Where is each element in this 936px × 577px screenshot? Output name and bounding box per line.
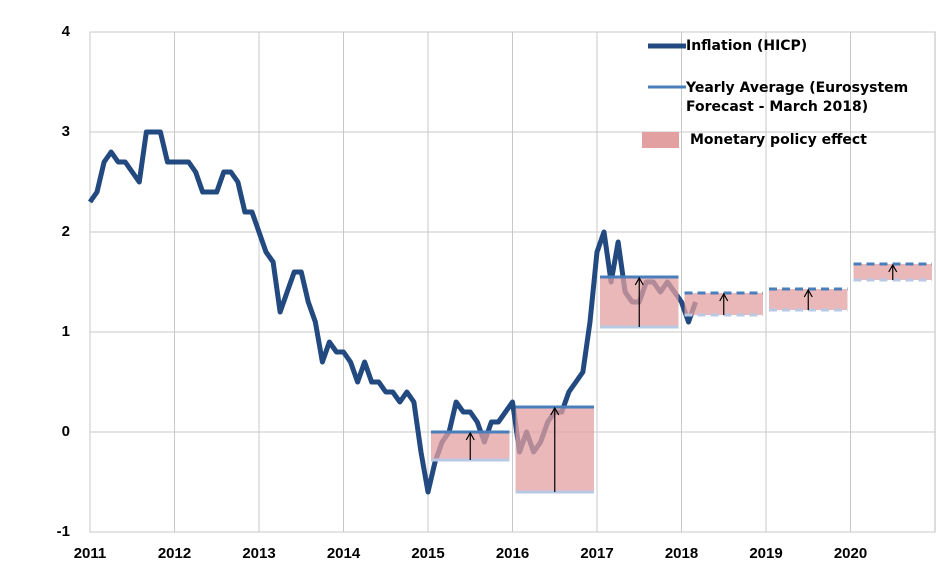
x-tick-label: 2017	[580, 545, 613, 562]
x-tick-label: 2011	[74, 545, 107, 562]
arrow-head	[803, 288, 813, 298]
legend-swatch	[642, 132, 679, 148]
y-tick-label: 2	[62, 223, 70, 240]
arrow-head	[888, 263, 898, 273]
x-tick-label: 2020	[834, 545, 867, 562]
legend-label: Inflation (HICP)	[686, 38, 808, 54]
arrow-head	[550, 406, 560, 416]
x-tick-label: 2019	[749, 545, 782, 562]
x-tick-label: 2012	[158, 545, 191, 562]
x-tick-label: 2015	[411, 545, 444, 562]
x-tick-label: 2018	[665, 545, 698, 562]
arrow-head	[719, 292, 729, 302]
y-tick-label: 0	[62, 423, 70, 440]
y-tick-label: -1	[57, 523, 70, 540]
y-tick-label: 1	[62, 323, 70, 340]
arrow-head	[634, 276, 644, 286]
arrow-head	[465, 431, 475, 441]
x-tick-label: 2014	[327, 545, 361, 562]
inflation-line	[87, 129, 698, 495]
x-tick-label: 2013	[242, 545, 275, 562]
y-tick-label: 4	[62, 23, 71, 40]
x-tick-label: 2016	[496, 545, 529, 562]
legend-label: Monetary policy effect	[690, 132, 867, 148]
legend-label: Yearly Average (Eurosystem Forecast - Ma…	[686, 80, 909, 115]
y-tick-label: 3	[62, 123, 70, 140]
